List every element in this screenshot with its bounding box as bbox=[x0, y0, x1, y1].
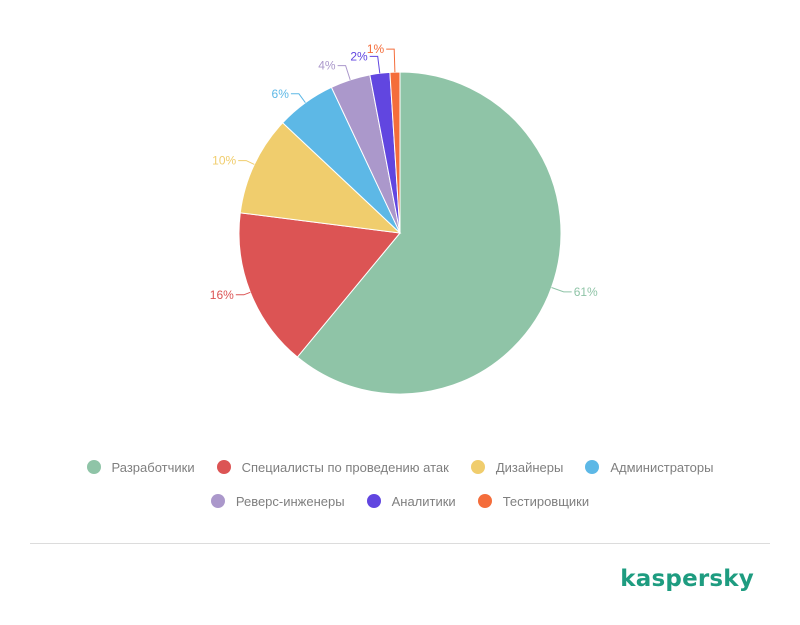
data-label-reverse-engineers: 4% bbox=[318, 59, 336, 73]
leader-line-administrators bbox=[290, 93, 306, 103]
legend-label-developers: Разработчики bbox=[111, 459, 195, 475]
legend-item-reverse-engineers: Реверс-инженеры bbox=[210, 493, 345, 509]
data-label-developers: 61% bbox=[574, 285, 598, 299]
data-label-analysts: 2% bbox=[350, 49, 368, 63]
chart-legend: Разработчики Специалисты по проведению а… bbox=[0, 456, 800, 524]
data-label-attack-specialists: 16% bbox=[210, 288, 234, 302]
data-label-administrators: 6% bbox=[272, 87, 290, 101]
leader-line-analysts bbox=[369, 55, 381, 74]
footer-divider bbox=[30, 543, 770, 544]
legend-item-analysts: Аналитики bbox=[366, 493, 456, 509]
legend-marker-attack-specialists bbox=[216, 460, 231, 474]
legend-item-attack-specialists: Специалисты по проведению атак bbox=[216, 459, 449, 475]
pie-slice-attack-specialists bbox=[238, 212, 401, 358]
legend-item-testers: Тестировщики bbox=[477, 493, 590, 509]
legend-item-designers: Дизайнеры bbox=[470, 459, 564, 475]
legend-label-attack-specialists: Специалисты по проведению атак bbox=[241, 459, 449, 475]
leader-line-reverse-engineers bbox=[337, 65, 351, 81]
pie-slice-developers bbox=[296, 71, 562, 395]
legend-marker-developers bbox=[86, 460, 101, 474]
legend-row-2: Реверс-инженеры Аналитики Тестировщики bbox=[0, 490, 800, 512]
legend-row-1: Разработчики Специалисты по проведению а… bbox=[0, 456, 800, 478]
legend-item-developers: Разработчики bbox=[86, 459, 195, 475]
kaspersky-logo: kaspersky bbox=[620, 566, 754, 592]
leader-line-developers bbox=[551, 287, 572, 293]
legend-label-designers: Дизайнеры bbox=[495, 459, 564, 475]
legend-marker-testers bbox=[477, 494, 492, 508]
pie-slice-designers bbox=[239, 122, 402, 234]
pie-chart: 61% 16% 10% 6% 4% 2%1% bbox=[210, 42, 598, 395]
legend-marker-designers bbox=[470, 460, 485, 474]
leader-line-designers bbox=[238, 160, 255, 165]
legend-item-administrators: Администраторы bbox=[585, 460, 713, 475]
data-label-testers: 1% bbox=[367, 42, 385, 56]
legend-label-administrators: Администраторы bbox=[610, 459, 714, 475]
legend-marker-reverse-engineers bbox=[210, 494, 225, 508]
leader-line-attack-specialists bbox=[235, 291, 251, 296]
legend-label-analysts: Аналитики bbox=[391, 493, 456, 509]
data-label-designers: 10% bbox=[212, 154, 236, 168]
legend-label-reverse-engineers: Реверс-инженеры bbox=[235, 493, 345, 509]
leader-line-testers bbox=[386, 48, 396, 73]
legend-marker-administrators bbox=[585, 460, 600, 474]
legend-label-testers: Тестировщики bbox=[502, 493, 590, 509]
legend-marker-analysts bbox=[366, 494, 381, 508]
